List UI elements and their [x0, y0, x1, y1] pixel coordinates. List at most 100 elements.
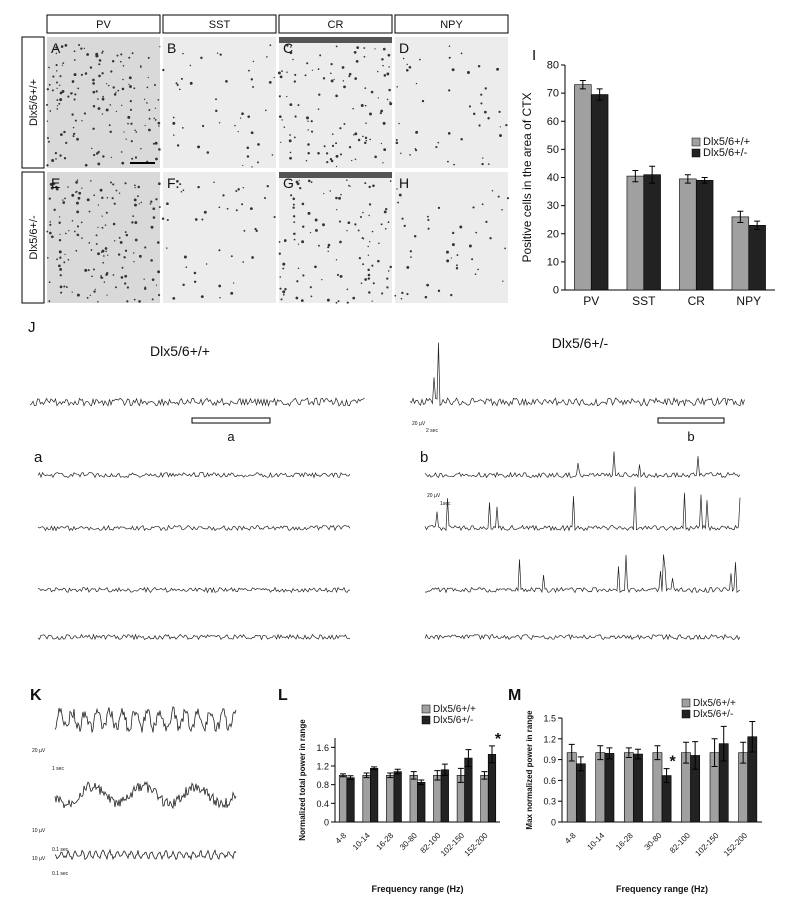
cell — [173, 134, 175, 136]
error-bar — [683, 741, 689, 764]
x-tick-label: 152-200 — [722, 831, 750, 859]
y-tick-label: 50 — [547, 144, 559, 156]
cell — [135, 131, 138, 133]
cell — [81, 237, 83, 239]
cell — [365, 139, 368, 142]
cell — [180, 191, 183, 193]
trace — [37, 524, 351, 532]
cell — [115, 110, 118, 113]
sub-label: b — [420, 449, 428, 466]
cell — [120, 53, 123, 56]
cell — [386, 72, 390, 76]
bar — [574, 84, 592, 291]
cell — [364, 278, 368, 281]
cell — [364, 141, 367, 145]
x-tick-label: 30-80 — [643, 831, 664, 852]
cell — [326, 298, 330, 302]
cell — [138, 300, 141, 303]
cell — [151, 278, 155, 281]
row-label-box — [21, 171, 45, 304]
cell — [279, 75, 283, 79]
cell — [153, 83, 156, 86]
cell — [194, 218, 198, 221]
cell — [360, 215, 362, 218]
cell — [377, 259, 380, 263]
cell — [157, 270, 161, 274]
cell — [281, 70, 283, 72]
cell — [364, 182, 367, 185]
cell — [134, 203, 137, 207]
cell — [218, 122, 221, 124]
cell — [106, 196, 109, 199]
cell — [72, 132, 76, 136]
header: NPY — [440, 19, 463, 31]
cell — [73, 98, 76, 101]
cell — [50, 186, 54, 190]
cell — [76, 201, 79, 205]
cell — [403, 224, 406, 228]
cell — [162, 68, 165, 72]
cell — [125, 233, 129, 237]
cell — [155, 198, 158, 201]
scale-label: 20 µV — [427, 493, 441, 499]
cell — [161, 217, 165, 220]
panel-label: L — [278, 687, 288, 704]
cell — [273, 215, 276, 219]
cell — [74, 93, 77, 96]
cell — [491, 190, 494, 192]
cell — [76, 210, 80, 214]
cell — [100, 251, 103, 254]
error-bar — [434, 770, 441, 781]
cell — [104, 247, 108, 250]
trace — [409, 342, 745, 407]
cell — [124, 182, 127, 185]
cell — [363, 55, 366, 58]
cell — [415, 149, 418, 152]
cell — [139, 66, 142, 68]
cell — [105, 250, 107, 253]
image-label: F — [167, 175, 176, 191]
cell — [297, 267, 300, 270]
header-box — [162, 14, 277, 34]
cell — [133, 298, 136, 301]
legend-label: Dlx5/6+/+ — [693, 698, 736, 709]
bar — [633, 753, 643, 823]
cell — [235, 209, 238, 212]
cell — [59, 256, 62, 259]
cell — [297, 104, 300, 107]
error-bar — [596, 88, 603, 101]
cell — [154, 119, 157, 121]
cell — [46, 88, 49, 91]
cell — [340, 193, 342, 196]
cell — [408, 65, 412, 69]
cell — [148, 117, 151, 120]
cell — [363, 47, 366, 49]
cell — [348, 72, 352, 76]
cell — [113, 240, 116, 242]
cell — [309, 286, 312, 289]
error-bar — [740, 741, 747, 764]
bar — [440, 769, 449, 823]
cell — [478, 124, 481, 127]
cell — [307, 179, 311, 183]
cell — [255, 229, 258, 233]
cell — [453, 163, 455, 166]
cell — [201, 124, 205, 128]
cell — [134, 186, 136, 189]
error-bar — [340, 773, 347, 778]
error-bar — [754, 220, 761, 231]
cell — [342, 80, 345, 82]
cell — [329, 157, 333, 161]
cell — [346, 288, 349, 291]
cell — [352, 107, 354, 110]
cell — [352, 296, 356, 300]
cell — [382, 162, 384, 164]
header: CR — [328, 19, 344, 31]
cell — [306, 116, 309, 120]
cell — [189, 81, 193, 85]
cell — [89, 66, 93, 69]
cell — [48, 281, 51, 284]
cell — [193, 271, 197, 275]
bar — [679, 178, 697, 291]
cell — [110, 156, 113, 158]
